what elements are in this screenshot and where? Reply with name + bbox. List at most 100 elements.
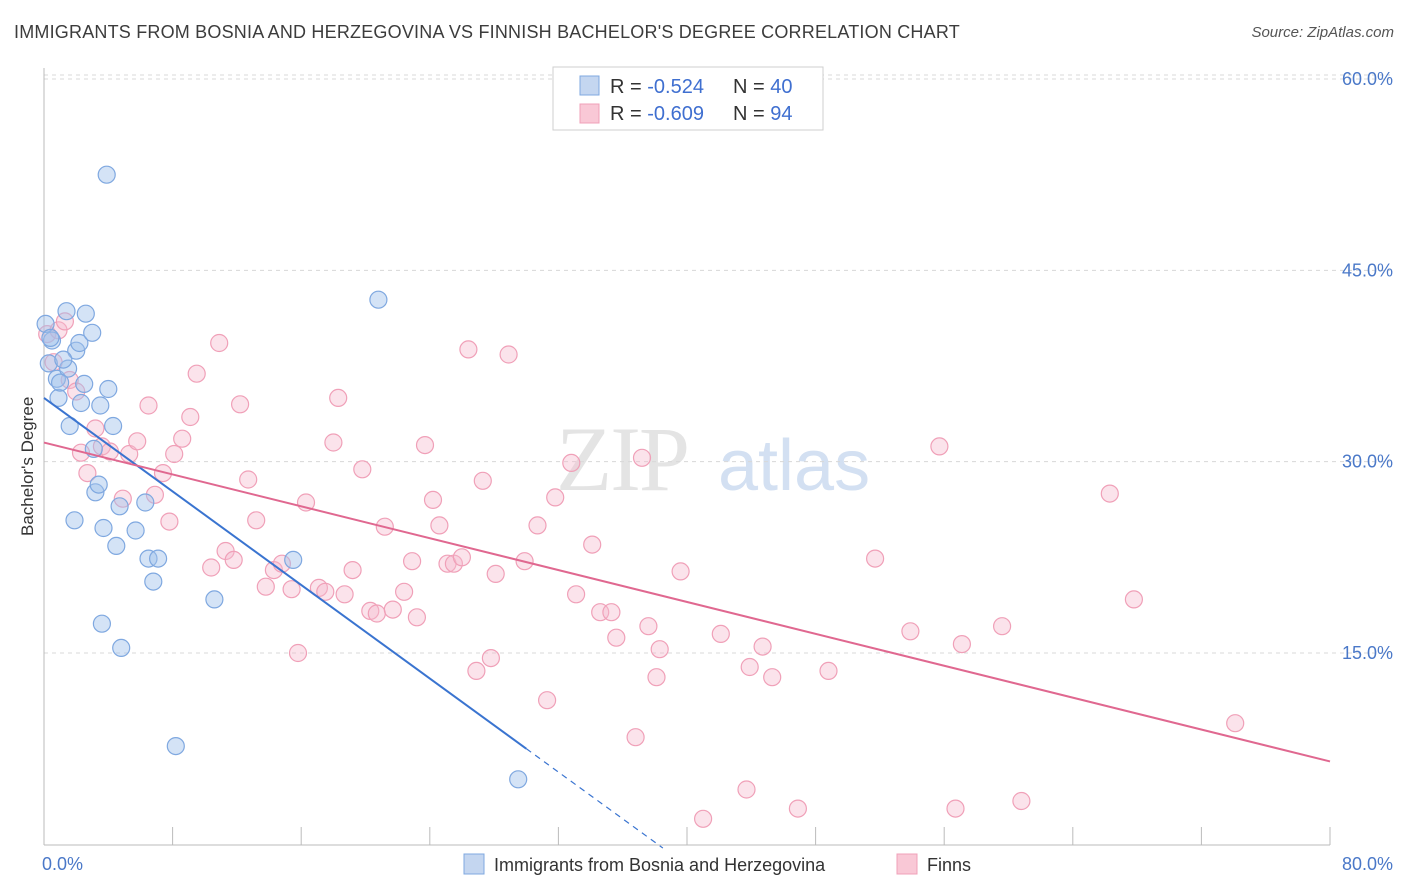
bosnia-point-13 <box>83 323 102 342</box>
correlation-legend: R = -0.524 N = 40 R = -0.609 N = 94 <box>552 66 824 131</box>
bosnia-point-21 <box>94 518 113 538</box>
bosnia-point-4 <box>49 388 68 407</box>
x-tick-label-0: 0.0% <box>42 854 83 874</box>
y-axis-label: Bachelor's Degree <box>18 397 37 536</box>
finns-point-89 <box>952 634 972 654</box>
bosnia-point-11 <box>75 374 94 393</box>
watermark-atlas: atlas <box>718 426 870 506</box>
finns-point-43 <box>367 604 386 623</box>
finns-point-82 <box>763 668 782 687</box>
axes <box>43 68 1331 846</box>
bosnia-point-37 <box>41 328 60 347</box>
finns-point-54 <box>452 548 471 567</box>
svg-text:R = -0.524: R = -0.524 <box>610 76 704 98</box>
bosnia-trend-line <box>43 397 527 750</box>
bosnia-point-20 <box>65 511 84 530</box>
chart-title: IMMIGRANTS FROM BOSNIA AND HERZEGOVINA V… <box>14 22 960 42</box>
finns-point-49 <box>415 436 435 455</box>
bosnia-point-32 <box>166 736 185 756</box>
series-legend-label-pink: Finns <box>927 855 971 875</box>
bosnia-point-36 <box>509 770 528 789</box>
finns-point-80 <box>740 657 759 677</box>
y-tick-label-1: 30.0% <box>1342 452 1393 472</box>
finns-point-27 <box>239 470 258 489</box>
finns-point-62 <box>528 516 547 535</box>
finns-point-91 <box>1012 791 1031 811</box>
finns-point-81 <box>753 637 772 656</box>
finns-point-94 <box>1226 714 1245 733</box>
finns-point-56 <box>467 661 486 681</box>
legend-n-label-1: N = <box>733 76 770 98</box>
finns-point-87 <box>930 437 949 456</box>
bosnia-point-29 <box>149 549 168 568</box>
finns-point-21 <box>187 364 206 383</box>
finns-point-18 <box>165 444 184 464</box>
finns-point-26 <box>231 395 250 414</box>
finns-point-28 <box>247 511 266 530</box>
x-tick-labels: 0.0% 80.0% <box>42 854 1393 874</box>
bosnia-point-9 <box>70 333 89 353</box>
series-legend-swatch-blue <box>463 853 485 875</box>
finns-point-66 <box>566 585 586 604</box>
finns-point-39 <box>335 585 354 604</box>
bosnia-point-12 <box>76 304 95 323</box>
finns-point-20 <box>181 407 200 427</box>
legend-r-value-2: -0.609 <box>647 103 704 125</box>
bosnia-points <box>36 165 528 789</box>
bosnia-point-38 <box>50 373 70 392</box>
finns-point-25 <box>224 550 243 570</box>
finns-point-13 <box>128 432 147 451</box>
finns-point-33 <box>288 643 308 663</box>
finns-point-64 <box>546 488 565 507</box>
series-legend-label-blue: Immigrants from Bosnia and Herzegovina <box>494 855 826 875</box>
finns-point-58 <box>481 648 500 668</box>
bosnia-point-34 <box>284 550 303 570</box>
svg-text:N = 94: N = 94 <box>733 103 793 125</box>
finns-point-19 <box>173 429 192 448</box>
grid-lines <box>44 74 1390 654</box>
bosnia-point-6 <box>58 359 78 378</box>
finns-point-36 <box>316 582 335 601</box>
finns-point-71 <box>626 728 645 747</box>
finns-points <box>38 312 1245 828</box>
bosnia-point-30 <box>92 614 112 633</box>
y-tick-label-3: 60.0% <box>1342 69 1393 89</box>
legend-swatch-pink <box>579 103 600 124</box>
finns-point-47 <box>403 552 422 571</box>
finns-point-83 <box>788 799 808 818</box>
legend-n-label-2: N = <box>733 103 770 125</box>
y-tick-labels: 15.0% 30.0% 45.0% 60.0% <box>1342 69 1393 663</box>
finns-point-88 <box>946 799 965 818</box>
finns-point-76 <box>671 562 690 581</box>
finns-point-72 <box>632 448 652 467</box>
chart-source: Source: ZipAtlas.com <box>1251 24 1394 41</box>
finns-point-14 <box>139 396 158 415</box>
legend-swatch-blue <box>579 75 600 96</box>
finns-point-63 <box>537 691 557 710</box>
finns-point-65 <box>562 453 581 472</box>
svg-text:N = 40: N = 40 <box>733 76 793 98</box>
finns-point-69 <box>602 603 621 622</box>
finns-point-22 <box>202 558 221 577</box>
y-tick-label-2: 45.0% <box>1342 260 1393 280</box>
finns-point-57 <box>473 471 492 490</box>
finns-point-29 <box>256 577 275 596</box>
finns-point-59 <box>486 564 505 584</box>
finns-point-70 <box>607 628 626 647</box>
finns-point-23 <box>210 333 229 353</box>
legend-n-value-2: 94 <box>770 103 792 125</box>
finns-point-84 <box>819 661 838 681</box>
finns-point-37 <box>324 433 343 452</box>
finns-point-50 <box>423 490 443 509</box>
bosnia-point-18 <box>99 379 118 399</box>
finns-point-17 <box>160 512 179 531</box>
finns-point-7 <box>78 464 97 483</box>
finns-point-51 <box>430 516 449 535</box>
series-legend-swatch-pink <box>896 853 918 875</box>
bosnia-point-23 <box>107 536 126 556</box>
finns-point-48 <box>407 608 426 627</box>
finns-point-16 <box>153 464 173 483</box>
finns-point-45 <box>383 600 402 619</box>
bosnia-point-28 <box>144 572 163 591</box>
bosnia-point-0 <box>36 314 55 333</box>
